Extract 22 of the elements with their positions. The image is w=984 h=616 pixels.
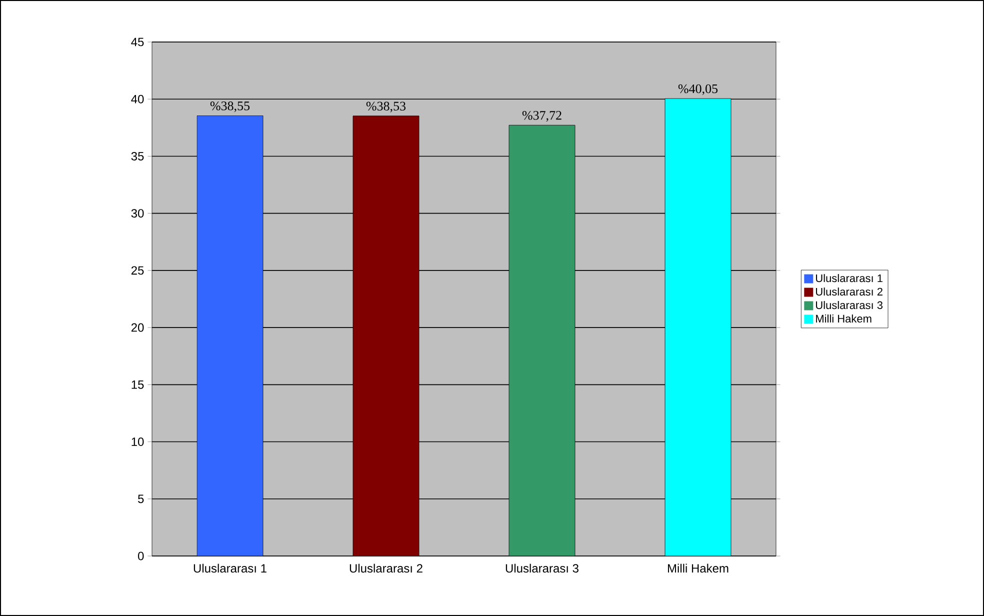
legend-label: Milli Hakem [816,314,872,323]
legend-label: Uluslararası 3 [816,301,883,310]
y-tick-label: 10 [132,438,144,446]
x-tick-label: Uluslararası 3 [506,564,578,573]
y-tick-label: 5 [138,494,144,504]
y-tick-label: 0 [138,552,144,560]
data-label: %38,53 [366,102,406,112]
x-tick-label: Uluslararası 2 [350,564,422,573]
x-tick-label: Uluslararası 1 [194,564,266,573]
data-label: %38,55 [210,102,250,112]
x-tick-label: Milli Hakem [668,564,728,573]
y-tick-label: 20 [131,323,144,332]
legend-label: Uluslararası 2 [816,288,882,296]
legend-label: Uluslararası 1 [816,274,882,282]
y-tick-label: 25 [131,266,144,275]
y-tick-label: 15 [132,380,144,389]
y-tick-label: 30 [131,209,144,218]
data-label: %37,72 [522,110,562,122]
y-tick-label: 45 [131,38,144,46]
data-label: %40,05 [678,84,718,96]
y-tick-label: 40 [131,94,144,104]
y-tick-label: 35 [131,152,144,160]
